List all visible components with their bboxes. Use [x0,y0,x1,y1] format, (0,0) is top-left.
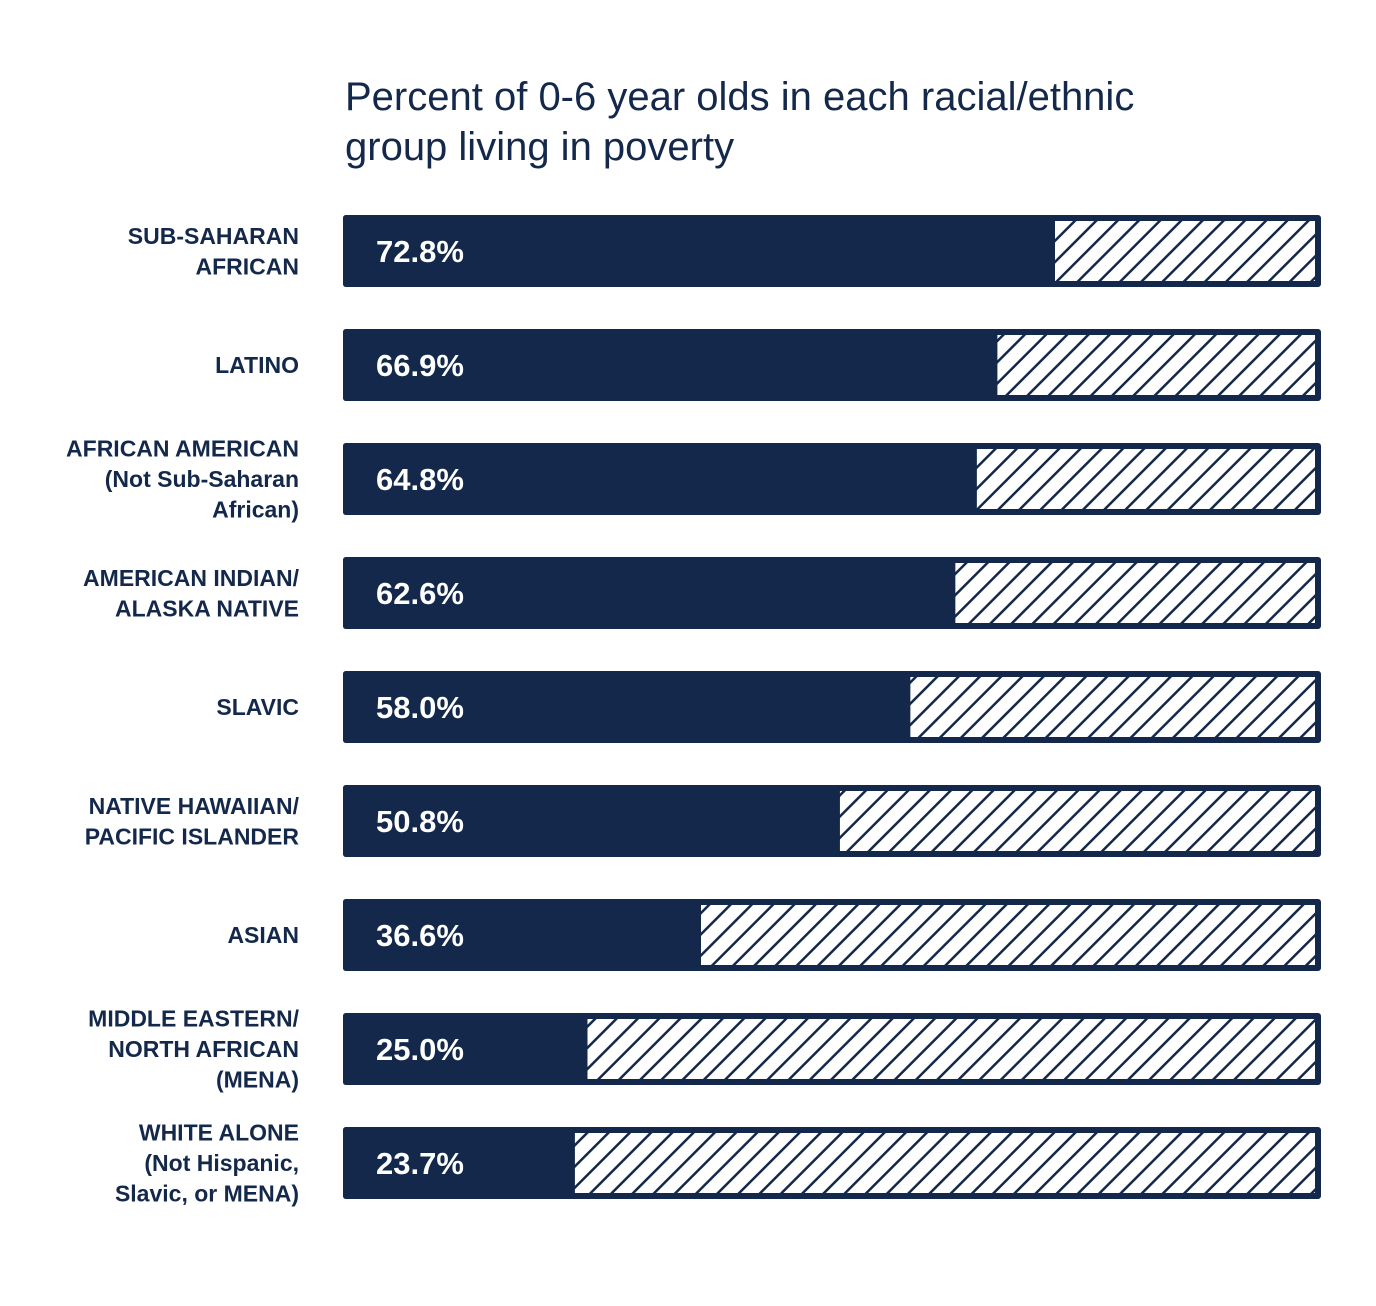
remainder-segment [976,449,1315,509]
data-label: 66.9% [376,348,464,383]
category-label: AFRICAN AMERICAN (Not Sub-Saharan African) [66,436,299,523]
category-label-line: AFRICAN AMERICAN [66,436,299,462]
bar-value [343,557,956,629]
remainder-segment [839,791,1315,851]
remainder-segment [997,335,1315,395]
bar-group: 25.0% MIDDLE EASTERN/NORTH AFRICAN (MENA) [88,1006,1321,1093]
bar-group: 58.0% SLAVIC [216,671,1321,743]
category-label-line: (Not Sub-Saharan [105,466,299,492]
data-label: 58.0% [376,690,464,725]
bar-group: 23.7% WHITE ALONE (Not Hispanic, Slavic, or… [115,1120,1321,1207]
category-label-line: NATIVE HAWAIIAN/ [89,793,300,819]
data-label: 25.0% [376,1032,464,1067]
category-label-line: African) [212,497,299,523]
category-label-line: MIDDLE EASTERN/ [88,1006,299,1032]
chart-title: Percent of 0-6 year olds in each racial/… [345,75,1135,169]
category-label-line: WHITE ALONE [139,1120,299,1146]
bar-group: 66.9% LATINO [215,329,1321,401]
category-label-line: ALASKA NATIVE [115,595,299,621]
remainder-segment [574,1133,1315,1193]
category-label-line: Slavic, or MENA) [115,1181,299,1207]
bar-value [343,1127,575,1199]
bar-value [343,785,840,857]
bar-value [343,443,977,515]
remainder-segment [587,1019,1315,1079]
category-label: MIDDLE EASTERN/NORTH AFRICAN (MENA) [88,1006,299,1093]
category-label-line: NORTH AFRICAN [108,1036,299,1062]
category-label: ASIAN [227,922,299,948]
bar-group: 36.6% ASIAN [227,899,1321,971]
category-label: AMERICAN INDIAN/ALASKA NATIVE [83,565,300,622]
category-label-line: (Not Hispanic, [144,1150,299,1176]
data-label: 72.8% [376,234,464,269]
category-label-line: AMERICAN INDIAN/ [83,565,300,591]
bar-value [343,215,1055,287]
bar-value [343,899,701,971]
category-label-line: LATINO [215,352,299,378]
category-label: SUB-SAHARAN AFRICAN [128,223,299,280]
category-label-line: SUB-SAHARAN [128,223,299,249]
data-label: 50.8% [376,804,464,839]
category-label-line: (MENA) [216,1067,299,1093]
category-label: WHITE ALONE (Not Hispanic, Slavic, or MENA… [115,1120,299,1207]
bar-group: 72.8% SUB-SAHARAN AFRICAN [128,215,1321,287]
remainder-segment [1054,221,1315,281]
data-label: 62.6% [376,576,464,611]
category-label: LATINO [215,352,299,378]
category-label-line: AFRICAN [196,253,300,279]
bar-value [343,1013,588,1085]
remainder-segment [910,677,1315,737]
category-label-line: SLAVIC [216,694,299,720]
data-label: 64.8% [376,462,464,497]
bar-group: 62.6% AMERICAN INDIAN/ALASKA NATIVE [83,557,1321,629]
category-label: SLAVIC [216,694,299,720]
category-label-line: PACIFIC ISLANDER [85,823,300,849]
remainder-segment [955,563,1315,623]
category-label: NATIVE HAWAIIAN/PACIFIC ISLANDER [85,793,300,850]
data-label: 23.7% [376,1146,464,1181]
bar-value [343,329,998,401]
category-label-line: ASIAN [227,922,299,948]
bar-group: 64.8% AFRICAN AMERICAN (Not Sub-Saharan Afr… [66,436,1321,523]
remainder-segment [700,905,1315,965]
data-label: 36.6% [376,918,464,953]
bar-group: 50.8% NATIVE HAWAIIAN/PACIFIC ISLANDER [85,785,1321,857]
bar-value [343,671,911,743]
